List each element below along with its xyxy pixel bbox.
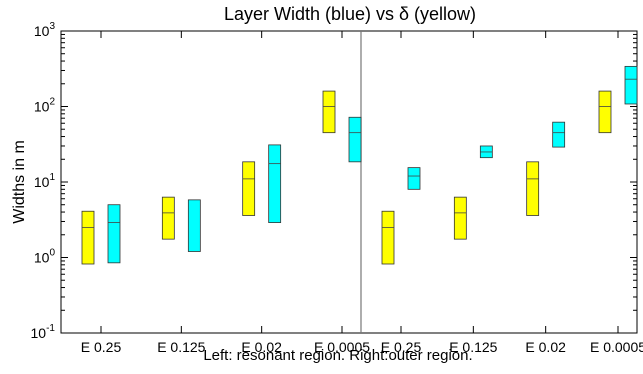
box-mark xyxy=(81,210,95,265)
box-mark xyxy=(187,199,201,252)
box-mark xyxy=(598,90,612,134)
box-mark xyxy=(161,196,175,240)
x-tick-label: E 0.25 xyxy=(381,339,422,355)
x-tick-label: E 0.0005 xyxy=(590,339,643,355)
chart-title: Layer Width (blue) vs δ (yellow) xyxy=(224,4,476,24)
y-tick-label: 10-1 xyxy=(31,323,56,341)
box-mark xyxy=(268,144,282,223)
box-mark xyxy=(624,65,638,105)
box-mark xyxy=(348,116,362,163)
x-tick-label: E 0.25 xyxy=(81,339,122,355)
plot-area: 10-1 100 101 102 103 E 0.25 E 0.125 E 0.02 E 0.0… xyxy=(31,21,643,355)
box-mark xyxy=(552,121,566,148)
y-tick-label: 101 xyxy=(34,172,56,190)
box-mark xyxy=(407,167,421,190)
y-axis-label: Widths in m xyxy=(11,140,28,224)
y-tick-label: 103 xyxy=(34,21,56,39)
box-mark xyxy=(381,210,395,265)
x-tick-label: E 0.125 xyxy=(449,339,497,355)
x-tick-label: E 0.0005 xyxy=(314,339,370,355)
plot-frame xyxy=(60,30,638,334)
x-tick-label: E 0.125 xyxy=(157,339,205,355)
y-tick-label: 102 xyxy=(34,97,56,115)
y-tick-label: 100 xyxy=(34,248,56,266)
box-mark xyxy=(526,161,540,216)
x-tick-label: E 0.02 xyxy=(241,339,282,355)
x-axis-label: Left: resonant region. Right:outer regio… xyxy=(203,347,472,364)
box-mark xyxy=(322,90,336,134)
box-mark xyxy=(242,161,256,216)
box-mark xyxy=(107,204,121,264)
x-tick-label: E 0.02 xyxy=(525,339,566,355)
box-mark xyxy=(453,196,467,240)
